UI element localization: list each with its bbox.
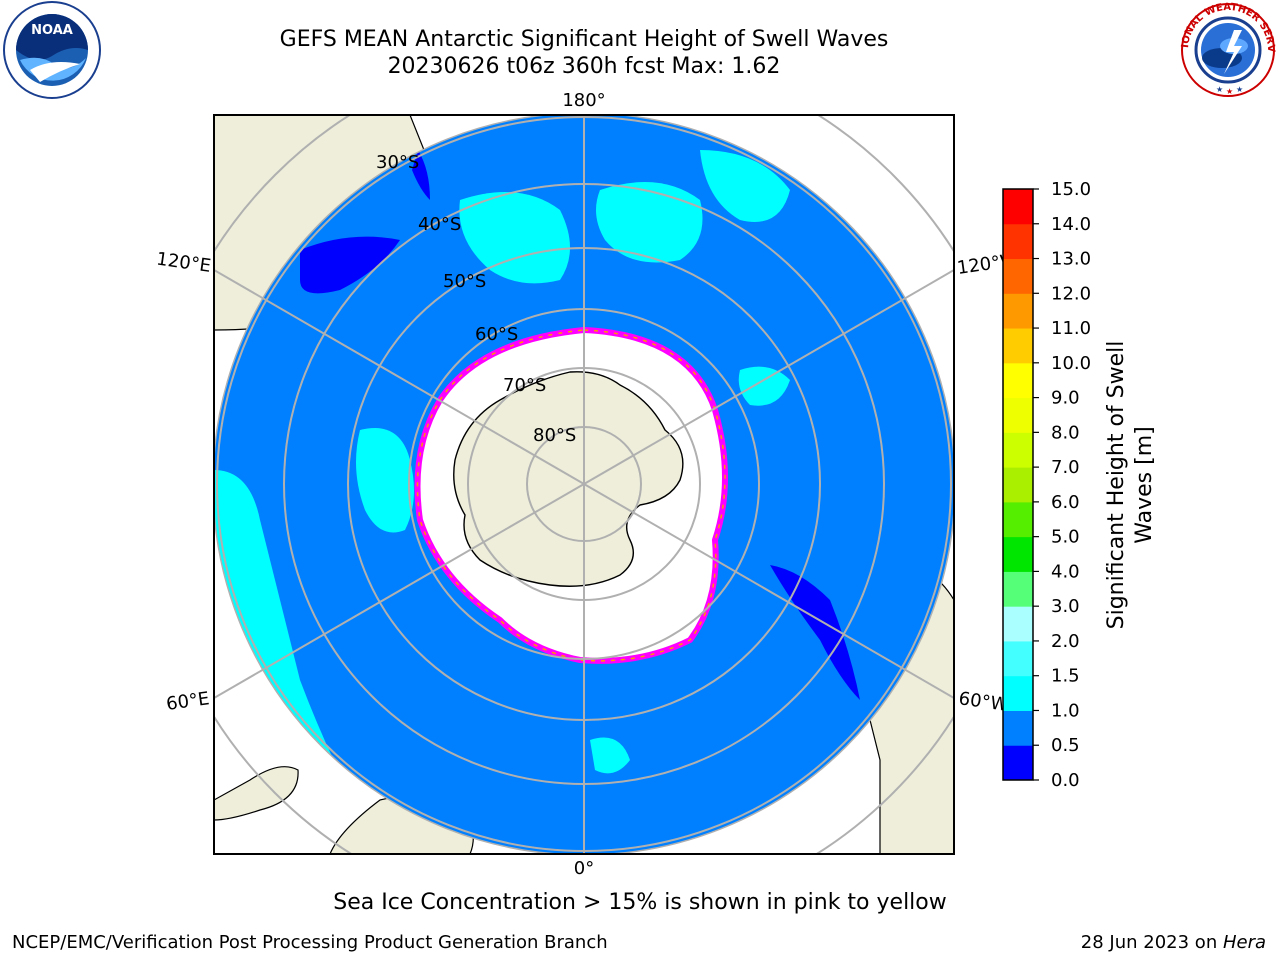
colorbar-tick-label: 6.0 — [1051, 492, 1080, 513]
colorbar-swatch — [1003, 432, 1033, 468]
footer-date-text: 28 Jun 2023 on — [1080, 932, 1223, 953]
colorbar-tick-label: 12.0 — [1051, 283, 1091, 304]
colorbar-swatch — [1003, 675, 1033, 711]
lon-label-60w: 60°W — [957, 688, 1009, 716]
colorbar-swatch — [1003, 328, 1033, 364]
map-frame — [213, 114, 955, 855]
colorbar-tick-label: 9.0 — [1051, 388, 1080, 409]
colorbar-tick-label: 0.5 — [1051, 735, 1080, 756]
lat-label-40s: 40°S — [418, 214, 461, 235]
footer-date: 28 Jun 2023 on Hera — [1081, 932, 1266, 953]
longitude-gridlines — [214, 115, 954, 854]
colorbar-swatch — [1003, 258, 1033, 294]
colorbar-swatch — [1003, 223, 1033, 260]
lon-label-0: 0° — [574, 858, 594, 879]
colorbar-swatch — [1003, 536, 1033, 572]
land-madagascar — [214, 766, 299, 821]
colorbar-swatch — [1003, 640, 1033, 677]
meridian-120e — [214, 269, 585, 485]
meridian-120w — [583, 269, 954, 485]
meridian-60w — [583, 483, 954, 699]
swell-patch-tasman — [459, 192, 570, 284]
colorbar-label-line1: Significant Height of Swell — [1104, 341, 1129, 630]
chart-title-line1: GEFS MEAN Antarctic Significant Height o… — [279, 27, 889, 52]
colorbar-tick-label: 11.0 — [1051, 318, 1091, 339]
colorbar-swatch — [1003, 293, 1033, 329]
swell-patch-pacific-north — [700, 150, 790, 222]
colorbar-swatch — [1003, 745, 1033, 781]
colorbar-tick-label: 0.0 — [1051, 770, 1080, 791]
colorbar-tick-label: 3.0 — [1051, 596, 1080, 617]
swell-patch-pacific-east — [738, 366, 790, 406]
colorbar-swatch — [1003, 362, 1033, 399]
swell-patch-patagonia — [770, 565, 860, 700]
colorbar-frame — [1002, 188, 1034, 781]
colorbar-tick-label: 1.0 — [1051, 700, 1080, 721]
svg-text:★: ★ — [1216, 85, 1223, 94]
sea-ice-note: Sea Ice Concentration > 15% is shown in … — [333, 890, 947, 915]
colorbar-tick-label: 7.0 — [1051, 457, 1080, 478]
lon-label-120e: 120°E — [155, 249, 212, 277]
lat-label-80s: 80°S — [533, 425, 576, 446]
swell-patch-indian-central — [356, 428, 414, 533]
colorbar-swatch — [1003, 606, 1033, 642]
colorbar-swatch — [1003, 571, 1033, 607]
sea-ice-edge-high — [416, 329, 726, 662]
svg-text:★: ★ — [1236, 85, 1243, 94]
colorbar-tick-label: 4.0 — [1051, 561, 1080, 582]
swell-patch-pacific-west — [596, 182, 703, 263]
colorbar-tick-label: 14.0 — [1051, 214, 1091, 235]
colorbar-tick-label: 13.0 — [1051, 249, 1091, 270]
colorbar-tick-label: 15.0 — [1051, 179, 1091, 200]
swell-patch-australia-coast — [300, 236, 400, 294]
land-antarctica — [453, 371, 684, 587]
footer-credit: NCEP/EMC/Verification Post Processing Pr… — [12, 932, 608, 953]
chart-title-line2: 20230626 t06z 360h fcst Max: 1.62 — [387, 54, 781, 79]
colorbar-swatch — [1003, 710, 1033, 746]
colorbar-tick-label: 1.5 — [1051, 666, 1080, 687]
colorbar: 0.0 0.5 1.0 1.5 2.0 3.0 4.0 5.0 6.0 7.0 8.0 9.0 10.0… — [1002, 179, 1091, 791]
colorbar-tick-label: 10.0 — [1051, 353, 1091, 374]
lon-label-60e: 60°E — [165, 688, 211, 715]
meridian-60e — [214, 483, 585, 699]
lat-label-30s: 30°S — [376, 152, 419, 173]
colorbar-swatch — [1003, 467, 1033, 503]
noaa-logo-text: NOAA — [31, 23, 73, 38]
colorbar-tick-label: 2.0 — [1051, 631, 1080, 652]
nws-logo: NATIONAL WEATHER SERVICE ★ ★ ★ — [1176, 0, 1276, 97]
colorbar-tick-label: 5.0 — [1051, 527, 1080, 548]
swell-patch-south-atlantic — [590, 737, 630, 774]
svg-text:★: ★ — [1226, 87, 1233, 96]
noaa-logo: NOAA — [3, 1, 101, 99]
colorbar-swatch — [1003, 189, 1033, 225]
lat-label-50s: 50°S — [443, 271, 486, 292]
colorbar-swatch — [1003, 397, 1033, 433]
swell-patch-east-australia — [412, 150, 430, 200]
colorbar-swatch — [1003, 501, 1033, 538]
lat-label-70s: 70°S — [503, 375, 546, 396]
colorbar-tick-label: 8.0 — [1051, 422, 1080, 443]
colorbar-label-line2: Waves [m] — [1132, 426, 1157, 543]
lat-label-60s: 60°S — [475, 324, 518, 345]
lon-label-180: 180° — [562, 90, 605, 111]
footer-machine: Hera — [1222, 932, 1266, 953]
